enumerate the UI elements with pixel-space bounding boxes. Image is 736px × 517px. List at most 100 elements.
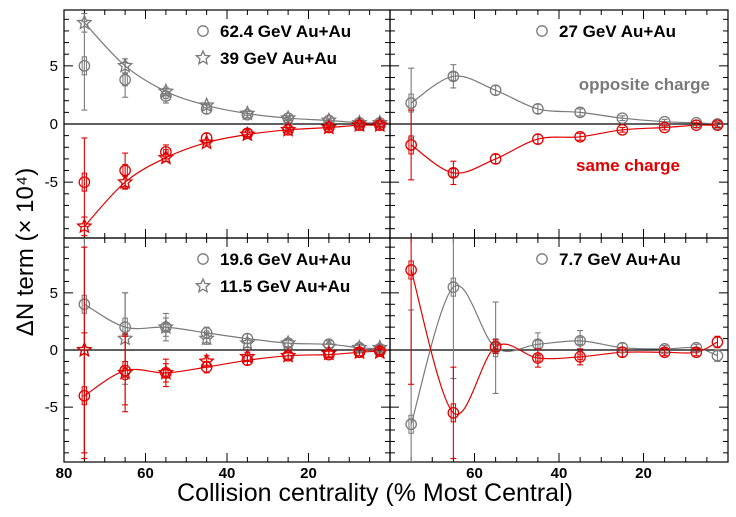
data-point-circle — [658, 346, 671, 359]
data-point-star — [76, 341, 93, 358]
x-axis-label: Collision centrality (% Most Central) — [177, 479, 573, 507]
data-point-circle — [532, 103, 544, 115]
data-point-star — [76, 217, 93, 234]
x-tick-label: 20 — [635, 465, 652, 482]
systematic-box — [450, 71, 457, 81]
x-tick-label: 60 — [466, 465, 483, 482]
data-point-circle — [574, 106, 586, 119]
data-point-circle — [78, 59, 91, 72]
data-point-star — [351, 116, 368, 133]
data-point-circle — [119, 73, 131, 86]
data-point-circle — [489, 84, 502, 97]
data-point-star — [279, 334, 297, 351]
y-tick-label: -5 — [45, 174, 58, 191]
data-point-star — [371, 343, 389, 360]
legend-label: 39 GeV Au+Au — [220, 49, 337, 68]
x-tick-label: 60 — [137, 465, 154, 482]
data-point-star — [157, 364, 175, 380]
plot-area — [405, 64, 724, 186]
data-point-circle — [574, 335, 586, 347]
series-same-circle — [405, 109, 724, 186]
systematic-box — [408, 135, 414, 155]
data-point-circle — [532, 133, 544, 145]
data-point-star — [157, 149, 175, 165]
data-point-star — [279, 347, 297, 363]
data-point-circle — [353, 346, 366, 359]
data-point-circle — [532, 352, 544, 364]
plot-area — [76, 12, 389, 237]
y-tick-label: 5 — [50, 58, 58, 75]
legend-label: 19.6 GeV Au+Au — [220, 250, 351, 269]
panel-bottom-left: 5 0 -5 80 60 40 20 19.6 GeV Au+Au 11.5 GeV Au+Au — [45, 237, 391, 482]
series-same-star — [76, 116, 389, 237]
legend-label: 62.4 GeV Au+Au — [220, 22, 351, 41]
y-axis-label: ΔN term (× 10⁴) — [12, 168, 39, 336]
series-same-circle — [405, 238, 724, 460]
data-point-circle — [489, 153, 502, 165]
data-point-star — [320, 111, 338, 128]
tick-group — [390, 10, 728, 238]
data-point-circle — [405, 97, 417, 109]
y-tick-label: 0 — [50, 342, 58, 359]
y-tick-label: -5 — [45, 399, 58, 416]
data-point-star — [320, 118, 338, 135]
data-point-circle — [447, 70, 460, 83]
legend-marker-circle — [536, 253, 548, 265]
series-same-star — [76, 246, 389, 454]
data-point-circle — [241, 108, 254, 121]
systematic-box — [535, 354, 541, 362]
legend-marker-circle — [197, 25, 209, 37]
data-point-star — [116, 57, 134, 73]
data-point-star — [198, 96, 215, 113]
data-point-star — [198, 133, 215, 150]
data-point-circle — [658, 121, 671, 134]
x-tick-label: 80 — [56, 465, 73, 482]
data-point-star — [157, 318, 175, 335]
data-point-circle — [323, 121, 335, 134]
data-point-star — [351, 343, 368, 360]
legend-label: 11.5 GeV Au+Au — [220, 277, 350, 296]
data-point-circle — [405, 264, 417, 276]
legend-label: 7.7 GeV Au+Au — [559, 250, 681, 269]
annotation-opposite-charge: opposite charge — [579, 75, 710, 94]
panel-bottom-right: 60 40 20 7.7 GeV Au+Au — [389, 237, 729, 482]
x-tick-label: 20 — [300, 465, 317, 482]
legend-marker-star — [194, 49, 212, 66]
tick-group — [64, 238, 390, 462]
y-tick-label: 5 — [50, 285, 58, 302]
data-point-circle — [323, 348, 335, 361]
systematic-box — [122, 73, 128, 87]
legend-marker-circle — [536, 25, 548, 37]
data-point-star — [279, 121, 297, 137]
data-point-circle — [574, 130, 586, 143]
data-point-circle — [447, 281, 460, 293]
systematic-box — [408, 260, 414, 280]
data-point-star — [116, 173, 134, 190]
series-same-circle — [78, 119, 386, 227]
data-point-circle — [78, 176, 91, 189]
curve-opposite — [410, 284, 718, 425]
data-point-circle — [616, 346, 629, 359]
legend-marker-star — [194, 277, 212, 294]
data-point-circle — [616, 112, 629, 125]
data-point-circle — [690, 119, 703, 132]
data-point-star — [371, 116, 389, 133]
data-point-star — [198, 329, 215, 346]
y-tick-label: 0 — [50, 116, 58, 133]
systematic-box — [535, 339, 541, 349]
systematic-box — [492, 343, 499, 350]
data-point-circle — [447, 167, 460, 179]
data-point-star — [116, 364, 134, 380]
data-point-circle — [711, 336, 724, 348]
x-tick-label: 40 — [219, 465, 236, 482]
data-point-circle — [690, 346, 703, 359]
annotation-same-charge: same charge — [576, 156, 680, 175]
legend-label: 27 GeV Au+Au — [559, 22, 676, 41]
legend-marker-circle — [197, 253, 209, 265]
data-point-circle — [616, 123, 629, 136]
systematic-box — [577, 353, 583, 361]
data-point-star — [157, 82, 175, 99]
data-point-circle — [574, 351, 586, 363]
